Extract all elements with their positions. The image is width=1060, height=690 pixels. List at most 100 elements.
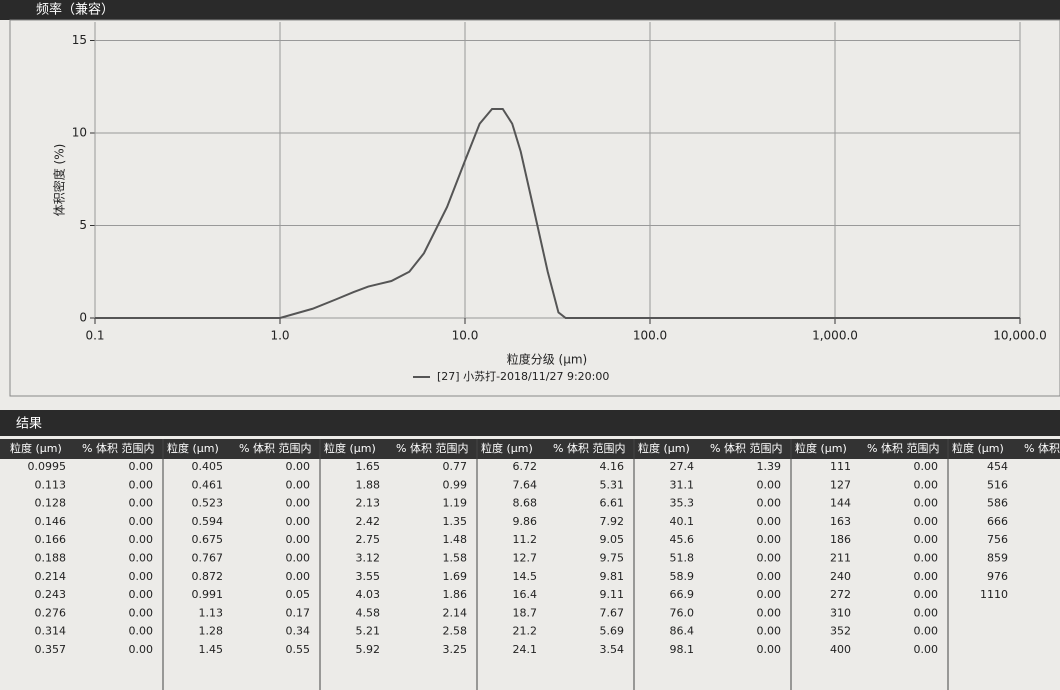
size-cell: 1.88	[356, 478, 381, 491]
size-cell: 0.767	[192, 552, 224, 565]
size-cell: 9.86	[513, 515, 538, 528]
size-cell: 240	[830, 570, 851, 583]
size-cell: 756	[987, 533, 1008, 546]
x-tick-label: 10.0	[452, 329, 479, 343]
column-header: % 体积 范围内	[396, 441, 468, 455]
column-header: 粒度 (µm)	[10, 441, 62, 455]
percent-cell: 0.17	[286, 606, 311, 619]
size-cell: 27.4	[670, 460, 695, 473]
size-cell: 1.45	[199, 643, 224, 656]
legend-entry: [27] 小苏打-2018/11/27 9:20:00	[437, 369, 609, 383]
y-axis-label: 体积密度 (%)	[52, 144, 67, 217]
size-cell: 5.21	[356, 625, 381, 638]
size-cell: 516	[987, 478, 1008, 491]
percent-cell: 3.25	[443, 643, 468, 656]
y-tick-label: 0	[79, 311, 87, 325]
size-cell: 4.58	[356, 606, 381, 619]
percent-cell: 4.16	[600, 460, 625, 473]
percent-cell: 0.00	[757, 497, 782, 510]
column-header: % 体积 范围内	[1024, 441, 1060, 455]
size-cell: 2.75	[356, 533, 381, 546]
size-cell: 0.357	[35, 643, 67, 656]
size-cell: 3.55	[356, 570, 381, 583]
percent-cell: 0.00	[286, 570, 311, 583]
size-cell: 0.991	[192, 588, 224, 601]
percent-cell: 0.00	[286, 533, 311, 546]
percent-cell: 0.00	[286, 497, 311, 510]
size-cell: 7.64	[513, 478, 538, 491]
percent-cell: 1.86	[443, 588, 468, 601]
size-cell: 2.42	[356, 515, 381, 528]
size-cell: 0.276	[35, 606, 67, 619]
percent-cell: 0.00	[757, 552, 782, 565]
size-cell: 127	[830, 478, 851, 491]
size-cell: 35.3	[670, 497, 695, 510]
x-tick-label: 1.0	[270, 329, 289, 343]
size-cell: 666	[987, 515, 1008, 528]
size-cell: 0.214	[35, 570, 67, 583]
percent-cell: 5.31	[600, 478, 625, 491]
percent-cell: 9.75	[600, 552, 625, 565]
percent-cell: 0.99	[443, 478, 468, 491]
size-cell: 24.1	[513, 643, 538, 656]
percent-cell: 0.00	[129, 478, 154, 491]
percent-cell: 9.81	[600, 570, 625, 583]
percent-cell: 0.05	[286, 588, 311, 601]
column-header: % 体积 范围内	[239, 441, 311, 455]
results-table: 粒度 (µm) % 体积 范围内 0.0995 0.00 0.113 0.00 0.128 0…	[0, 439, 1060, 690]
percent-cell: 0.00	[757, 515, 782, 528]
size-cell: 976	[987, 570, 1008, 583]
size-cell: 51.8	[670, 552, 695, 565]
percent-cell: 1.58	[443, 552, 468, 565]
size-cell: 0.113	[35, 478, 67, 491]
size-cell: 0.0995	[28, 460, 67, 473]
percent-cell: 0.00	[914, 570, 939, 583]
size-cell: 0.405	[192, 460, 224, 473]
series-line	[95, 107, 1020, 319]
percent-cell: 0.00	[757, 643, 782, 656]
size-cell: 18.7	[513, 606, 538, 619]
size-cell: 2.13	[356, 497, 381, 510]
percent-cell: 6.61	[600, 497, 625, 510]
size-cell: 40.1	[670, 515, 695, 528]
percent-cell: 0.00	[757, 606, 782, 619]
chart-header-bar	[0, 0, 1060, 20]
size-cell: 1.65	[356, 460, 381, 473]
percent-cell: 0.00	[914, 533, 939, 546]
percent-cell: 0.00	[914, 625, 939, 638]
percent-cell: 0.00	[129, 570, 154, 583]
percent-cell: 0.00	[129, 552, 154, 565]
size-cell: 0.461	[192, 478, 224, 491]
size-cell: 5.92	[356, 643, 381, 656]
x-tick-label: 0.1	[85, 329, 104, 343]
size-cell: 0.146	[35, 515, 67, 528]
column-header: 粒度 (µm)	[324, 441, 376, 455]
percent-cell: 3.54	[600, 643, 625, 656]
column-header: 粒度 (µm)	[481, 441, 533, 455]
size-cell: 21.2	[513, 625, 538, 638]
size-cell: 111	[830, 460, 851, 473]
percent-cell: 1.39	[757, 460, 782, 473]
size-cell: 14.5	[513, 570, 538, 583]
size-cell: 0.872	[192, 570, 224, 583]
column-header: 粒度 (µm)	[952, 441, 1004, 455]
percent-cell: 0.00	[286, 515, 311, 528]
size-cell: 454	[987, 460, 1008, 473]
size-cell: 31.1	[670, 478, 695, 491]
percent-cell: 0.00	[914, 460, 939, 473]
size-cell: 352	[830, 625, 851, 638]
column-header-bar	[0, 439, 1060, 459]
y-tick-label: 15	[72, 33, 87, 47]
x-tick-label: 10,000.0	[993, 329, 1046, 343]
percent-cell: 0.00	[129, 588, 154, 601]
percent-cell: 0.00	[914, 588, 939, 601]
percent-cell: 0.00	[757, 533, 782, 546]
percent-cell: 0.00	[286, 460, 311, 473]
x-axis-label: 粒度分级 (µm)	[507, 352, 588, 367]
percent-cell: 0.34	[286, 625, 311, 638]
percent-cell: 0.00	[914, 552, 939, 565]
percent-cell: 7.67	[600, 606, 625, 619]
x-tick-label: 1,000.0	[812, 329, 858, 343]
